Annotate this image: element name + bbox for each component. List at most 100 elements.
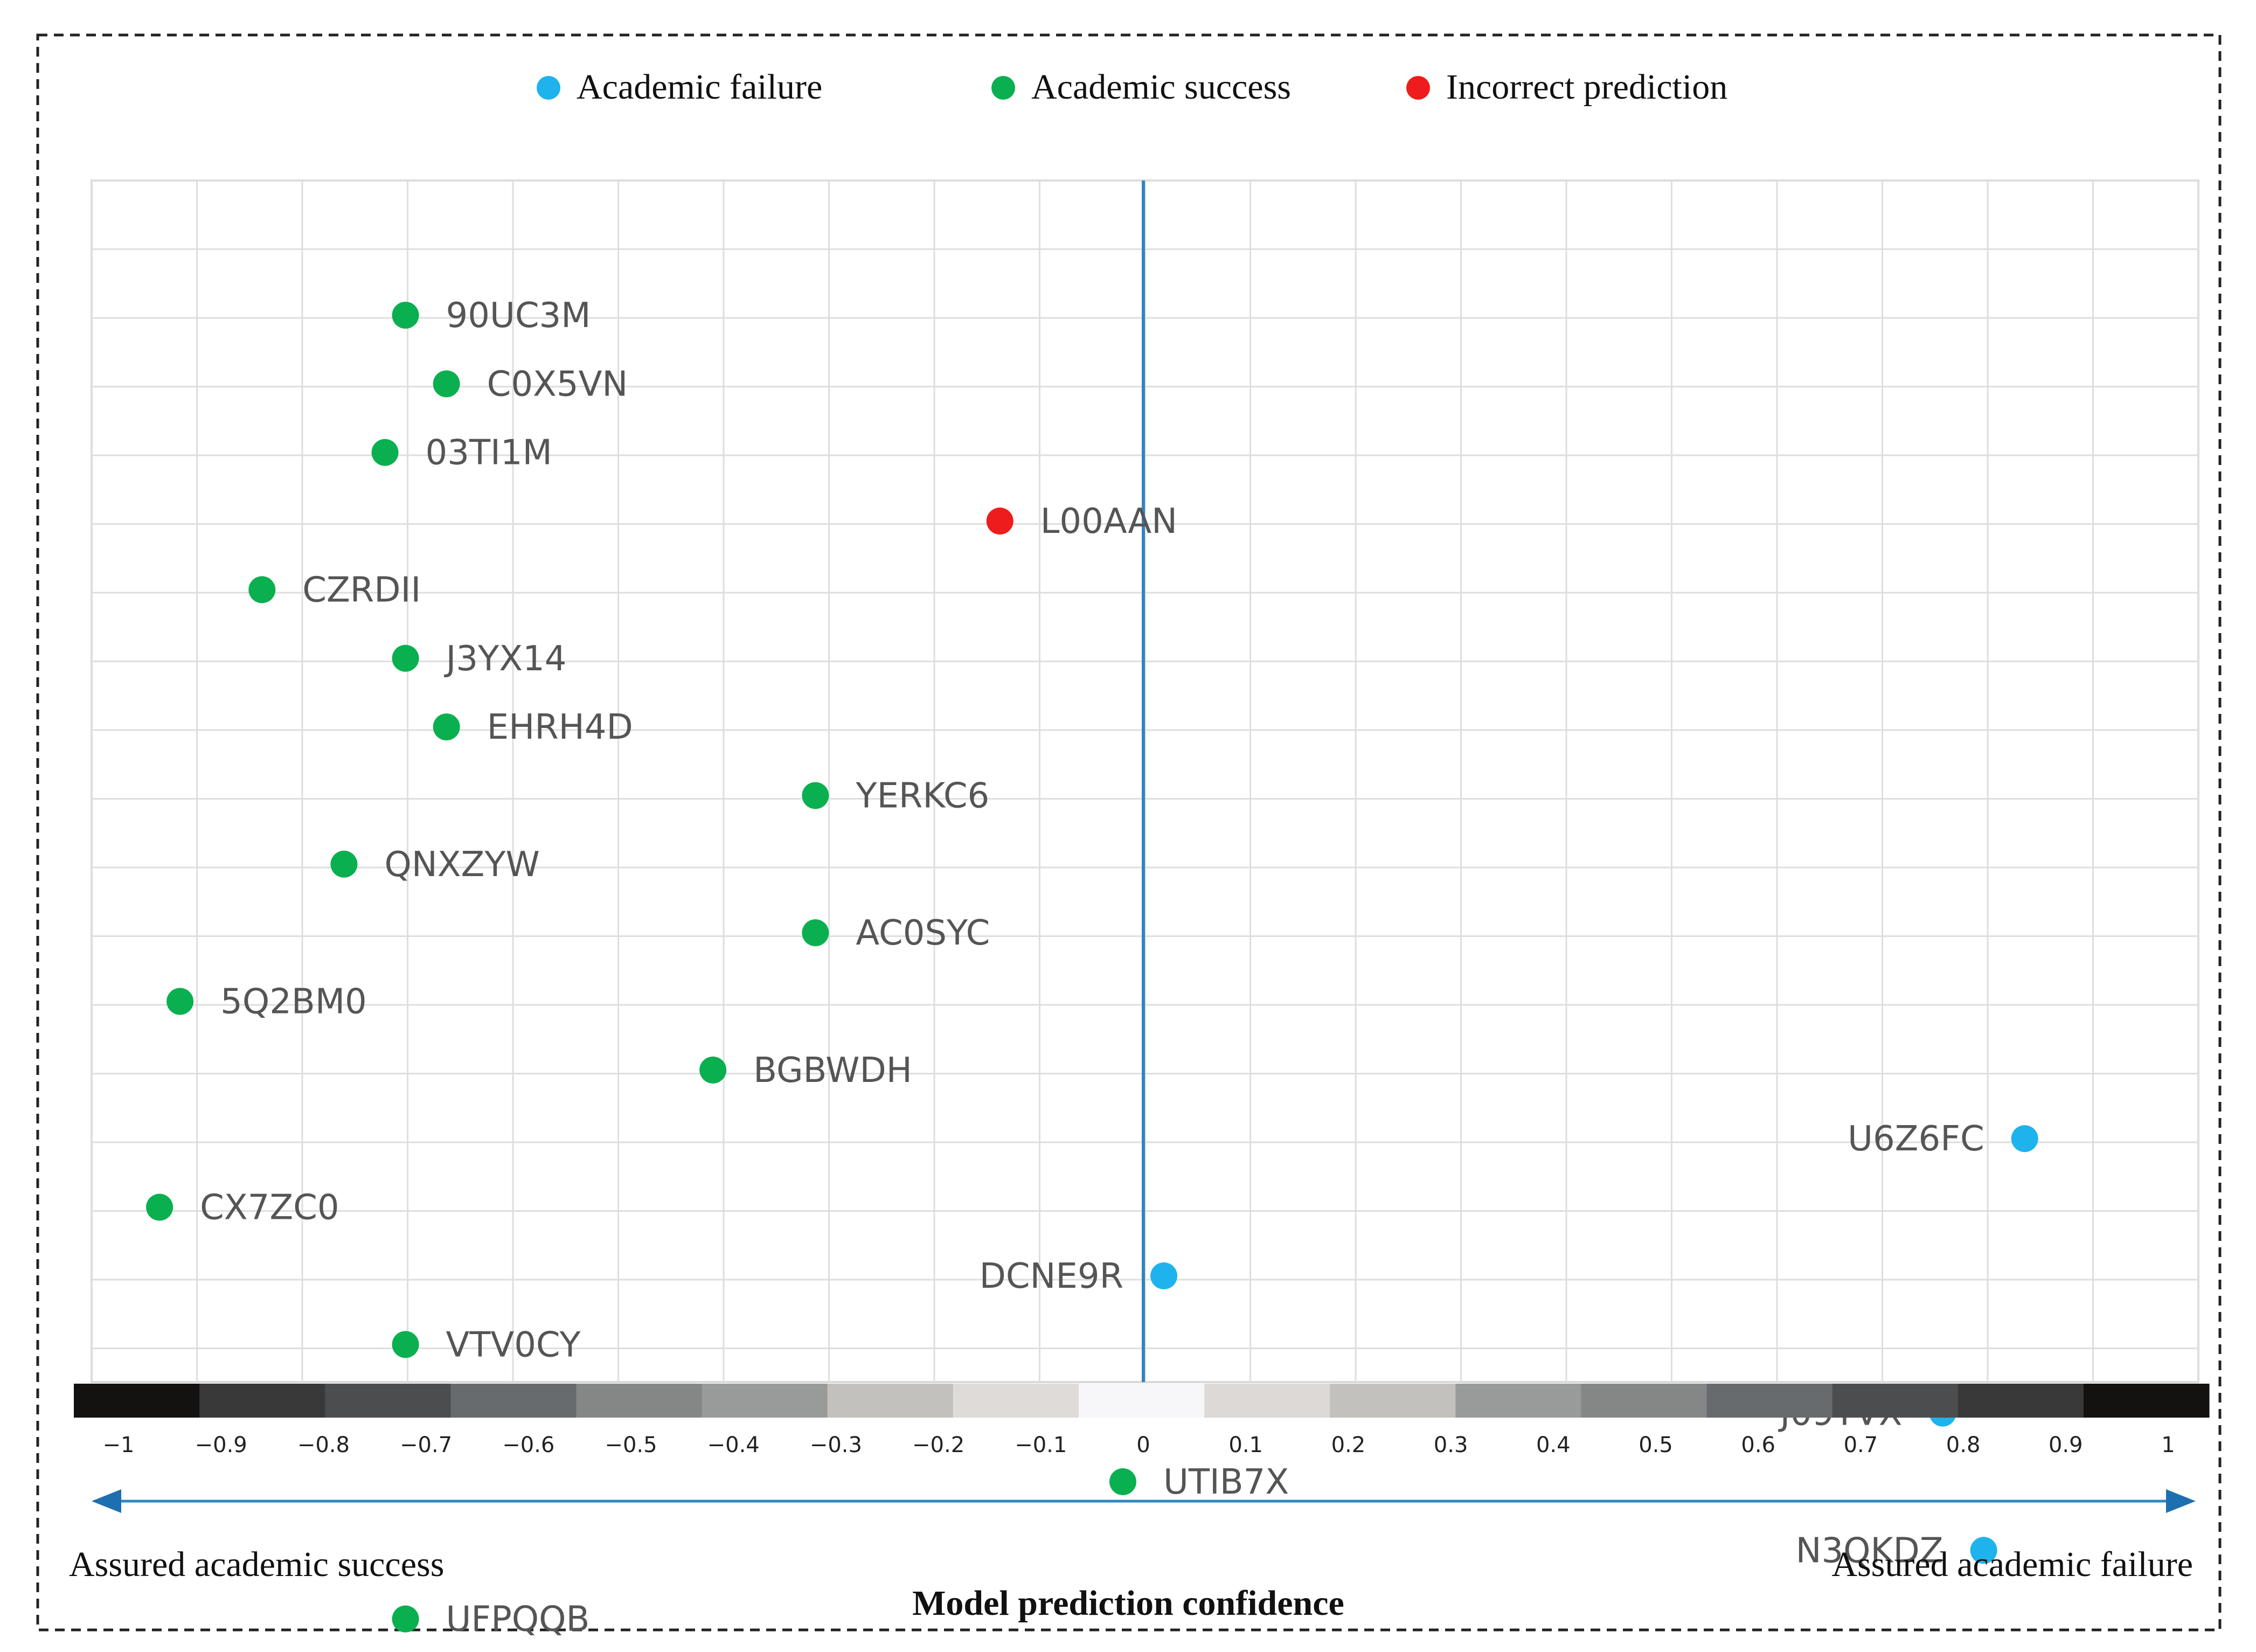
x-tick-label: −0.8 [297, 1433, 350, 1457]
x-tick-label: −0.1 [1015, 1433, 1067, 1457]
left-extreme-label: Assured academic success [69, 1545, 444, 1584]
point-marker [986, 508, 1014, 535]
data-point: UFPQQB [392, 1600, 589, 1640]
data-point: CX7ZC0 [146, 1188, 339, 1228]
point-marker [146, 1193, 173, 1221]
point-label: J3YX14 [444, 639, 567, 679]
x-tick-label: 0.8 [1946, 1433, 1981, 1457]
x-tick-label: −0.7 [400, 1433, 452, 1457]
data-point: CZRDII [248, 570, 421, 610]
colorbar-segment [1581, 1384, 1707, 1418]
colorbar-segment [1078, 1384, 1205, 1418]
x-tick-label: 0.1 [1228, 1433, 1263, 1457]
legend-marker [1406, 76, 1430, 100]
data-point: C0X5VN [433, 364, 628, 404]
point-label: C0X5VN [487, 364, 628, 404]
point-label: CX7ZC0 [200, 1188, 339, 1228]
x-axis-ticks: −1 −0.9 −0.8 −0.7 −0.6 −0.5 −0.4 −0.3 −0.2 −0.1 0 0… [103, 1433, 2175, 1457]
point-marker [371, 439, 399, 466]
colorbar [74, 1384, 2210, 1418]
colorbar-segment [1204, 1384, 1330, 1418]
point-marker [392, 1331, 419, 1358]
legend-label: Academic failure [577, 67, 822, 107]
point-marker [433, 370, 460, 398]
x-tick-label: 0.5 [1639, 1433, 1673, 1457]
grid [91, 179, 2199, 1382]
legend-item: Academic failure [537, 67, 822, 107]
colorbar-segment [702, 1384, 828, 1418]
point-marker [802, 782, 829, 809]
x-tick-label: 0.7 [1844, 1433, 1878, 1457]
x-tick-label: −0.6 [502, 1433, 554, 1457]
point-label: DCNE9R [980, 1257, 1123, 1296]
point-marker [699, 1056, 727, 1084]
colorbar-segment [1706, 1384, 1833, 1418]
data-point: L00AAN [986, 502, 1177, 542]
data-point: 90UC3M [392, 296, 591, 336]
point-label: UTIB7X [1163, 1462, 1289, 1502]
colorbar-segment [953, 1384, 1079, 1418]
x-tick-label: 0.4 [1536, 1433, 1571, 1457]
legend-marker [991, 76, 1015, 100]
legend-label: Academic success [1031, 67, 1291, 107]
x-tick-label: −0.4 [707, 1433, 760, 1457]
right-extreme-label: Assured academic failure [1831, 1545, 2193, 1584]
x-tick-label: −1 [103, 1433, 135, 1457]
data-point: U6Z6FC [1848, 1119, 2038, 1159]
data-point: 5Q2BM0 [166, 982, 367, 1022]
point-marker [248, 576, 276, 603]
x-tick-label: 0.2 [1331, 1433, 1366, 1457]
data-point: N3QKDZ [1796, 1531, 1997, 1571]
point-label: N3QKDZ [1796, 1531, 1943, 1571]
x-tick-label: −0.9 [195, 1433, 247, 1457]
colorbar-segment [576, 1384, 703, 1418]
data-point: BGBWDH [699, 1051, 912, 1091]
x-tick-label: −0.2 [912, 1433, 964, 1457]
colorbar-segment [1330, 1384, 1456, 1418]
data-point: YERKC6 [802, 776, 989, 816]
confidence-arrow [92, 1489, 2196, 1513]
data-point: AC0SYC [802, 913, 990, 953]
x-axis-title: Model prediction confidence [912, 1584, 1344, 1623]
point-label: YERKC6 [855, 776, 989, 816]
point-marker [2011, 1125, 2038, 1153]
point-label: 90UC3M [446, 296, 591, 336]
point-label: QNXZYW [384, 845, 539, 885]
x-tick-label: −0.3 [810, 1433, 862, 1457]
point-marker [1150, 1262, 1178, 1289]
point-marker [1970, 1537, 1997, 1564]
data-point: J3YX14 [392, 639, 567, 679]
point-label: U6Z6FC [1848, 1119, 1984, 1159]
data-point: EHRH4D [433, 707, 633, 747]
x-tick-label: 0.3 [1434, 1433, 1468, 1457]
x-tick-label: 0.6 [1741, 1433, 1775, 1457]
colorbar-segment [74, 1384, 200, 1418]
point-label: AC0SYC [856, 913, 990, 953]
point-marker [1109, 1468, 1136, 1495]
legend-label: Incorrect prediction [1446, 67, 1727, 107]
point-label: 5Q2BM0 [220, 982, 367, 1022]
point-marker [330, 850, 358, 878]
legend-item: Incorrect prediction [1406, 67, 1727, 107]
point-marker [433, 713, 460, 741]
data-point: QNXZYW [330, 845, 540, 885]
colorbar-segment [199, 1384, 325, 1418]
point-marker [166, 988, 194, 1015]
point-label: VTV0CY [446, 1325, 581, 1365]
legend-marker [537, 76, 560, 100]
colorbar-segment [1455, 1384, 1582, 1418]
colorbar-segment [1957, 1384, 2084, 1418]
point-marker [392, 644, 419, 672]
arrow-right-icon [2166, 1489, 2196, 1513]
point-label: BGBWDH [753, 1051, 912, 1091]
colorbar-segment [450, 1384, 577, 1418]
colorbar-segment [325, 1384, 451, 1418]
colorbar-segment [1832, 1384, 1959, 1418]
point-marker [802, 919, 829, 947]
data-point: VTV0CY [392, 1325, 581, 1365]
data-point: 03TI1M [371, 433, 552, 473]
point-label: CZRDII [302, 570, 421, 610]
legend-item: Academic success [991, 67, 1291, 107]
colorbar-segment [827, 1384, 954, 1418]
